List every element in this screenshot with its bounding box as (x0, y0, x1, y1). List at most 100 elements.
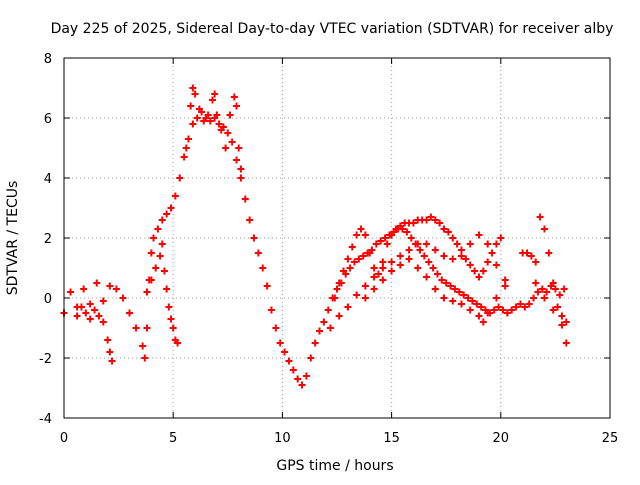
data-series (143, 240, 182, 347)
data-point (189, 120, 197, 128)
data-point (466, 261, 474, 269)
data-point (433, 270, 441, 278)
data-point (147, 276, 155, 284)
data-point (217, 126, 225, 134)
data-point (560, 285, 568, 293)
data-point (106, 348, 114, 356)
data-point (471, 267, 479, 275)
data-point (466, 306, 474, 314)
data-point (423, 240, 431, 248)
data-point (405, 255, 413, 263)
data-point (200, 117, 208, 125)
data-point (163, 285, 171, 293)
data-point (285, 357, 293, 365)
data-point (423, 216, 431, 224)
data-point (451, 285, 459, 293)
data-point (215, 120, 223, 128)
data-series (182, 84, 245, 173)
data-point (147, 249, 155, 257)
data-point (396, 261, 404, 269)
data-point (457, 252, 465, 260)
data-point (444, 228, 452, 236)
data-point (409, 219, 417, 227)
data-point (307, 354, 315, 362)
data-point (449, 297, 457, 305)
data-point (355, 255, 363, 263)
data-point (182, 144, 190, 152)
data-point (241, 195, 249, 203)
data-point (331, 294, 339, 302)
data-point (558, 312, 566, 320)
data-point (254, 249, 262, 257)
data-point (361, 282, 369, 290)
x-tick-label: 10 (274, 431, 291, 446)
data-point (294, 375, 302, 383)
data-point (281, 348, 289, 356)
data-point (112, 285, 120, 293)
data-point (495, 303, 503, 311)
data-point (158, 240, 166, 248)
data-point (91, 306, 99, 314)
data-point (499, 306, 507, 314)
data-point (82, 309, 90, 317)
data-point (436, 219, 444, 227)
data-point (379, 264, 387, 272)
data-point (512, 303, 520, 311)
data-point (484, 258, 492, 266)
y-tick-label: 6 (44, 112, 52, 127)
data-point (246, 216, 254, 224)
data-point (346, 264, 354, 272)
data-point (501, 276, 509, 284)
data-point (508, 306, 516, 314)
data-point (222, 144, 230, 152)
data-point (106, 282, 114, 290)
data-point (226, 111, 234, 119)
y-tick-label: -2 (39, 352, 52, 367)
data-point (344, 255, 352, 263)
data-point (488, 249, 496, 257)
data-point (143, 288, 151, 296)
data-point (388, 267, 396, 275)
data-series (326, 231, 509, 332)
data-point (527, 252, 535, 260)
data-point (475, 312, 483, 320)
data-point (189, 84, 197, 92)
data-point (414, 240, 422, 248)
data-point (484, 240, 492, 248)
data-point (344, 303, 352, 311)
data-point (449, 234, 457, 242)
data-point (141, 354, 149, 362)
data-point (554, 303, 562, 311)
data-point (521, 303, 529, 311)
data-point (562, 318, 570, 326)
data-point (427, 213, 435, 221)
data-point (132, 324, 140, 332)
data-point (150, 234, 158, 242)
data-point (154, 225, 162, 233)
data-point (479, 318, 487, 326)
x-tick-label: 20 (493, 431, 510, 446)
data-point (272, 324, 280, 332)
data-point (158, 216, 166, 224)
data-point (551, 285, 559, 293)
data-point (167, 204, 175, 212)
data-point (206, 117, 214, 125)
y-tick-label: -4 (39, 412, 52, 427)
data-point (237, 174, 245, 182)
data-point (497, 234, 505, 242)
data-point (228, 138, 236, 146)
data-point (108, 357, 116, 365)
data-point (379, 276, 387, 284)
y-axis-title: SDTVAR / TECUs (5, 181, 21, 296)
data-point (431, 216, 439, 224)
data-point (213, 111, 221, 119)
data-point (167, 315, 175, 323)
data-point (298, 381, 306, 389)
data-point (289, 366, 297, 374)
data-point (126, 309, 134, 317)
data-point (263, 282, 271, 290)
data-point (230, 93, 238, 101)
data-point (388, 258, 396, 266)
data-point (372, 240, 380, 248)
